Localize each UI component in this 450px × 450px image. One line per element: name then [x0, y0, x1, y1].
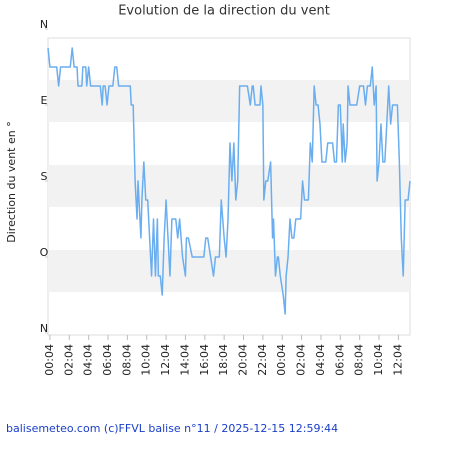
- x-tick-label: 08:04: [120, 344, 133, 376]
- x-tick-label: 02:04: [62, 344, 75, 376]
- x-tick-label: 06:04: [101, 344, 114, 376]
- y-tick-label: S: [41, 170, 48, 183]
- x-tick-label: 22:04: [256, 344, 269, 376]
- line-series: [47, 47, 411, 315]
- band: [48, 250, 410, 292]
- y-tick-label: N: [40, 322, 48, 335]
- x-tick-label: 00:04: [275, 344, 288, 376]
- chart-title: Evolution de la direction du vent: [118, 4, 330, 19]
- y-tick-label: O: [40, 246, 49, 259]
- x-tick-label: 12:04: [391, 344, 404, 376]
- x-tick-label: 14:04: [178, 344, 191, 376]
- footer: balisemeteo.com (c)FFVL balise n°11 / 20…: [6, 422, 338, 435]
- y-tick-label: N: [40, 18, 48, 31]
- x-tick-label: 04:04: [82, 344, 95, 376]
- x-tick-label: 16:04: [198, 344, 211, 376]
- y-axis-label: Direction du vent en °: [5, 121, 18, 242]
- x-tick-label: 18:04: [217, 344, 230, 376]
- x-tick-label: 10:04: [140, 344, 153, 376]
- x-tick-label: 06:04: [333, 344, 346, 376]
- x-tick-label: 02:04: [295, 344, 308, 376]
- y-tick-label: E: [41, 94, 48, 107]
- x-tick-label: 00:04: [43, 344, 56, 376]
- x-tick-label: 20:04: [237, 344, 250, 376]
- x-tick-label: 12:04: [159, 344, 172, 376]
- x-tick-label: 08:04: [353, 344, 366, 376]
- x-tick-label: 04:04: [314, 344, 327, 376]
- x-tick-label: 10:04: [372, 344, 385, 376]
